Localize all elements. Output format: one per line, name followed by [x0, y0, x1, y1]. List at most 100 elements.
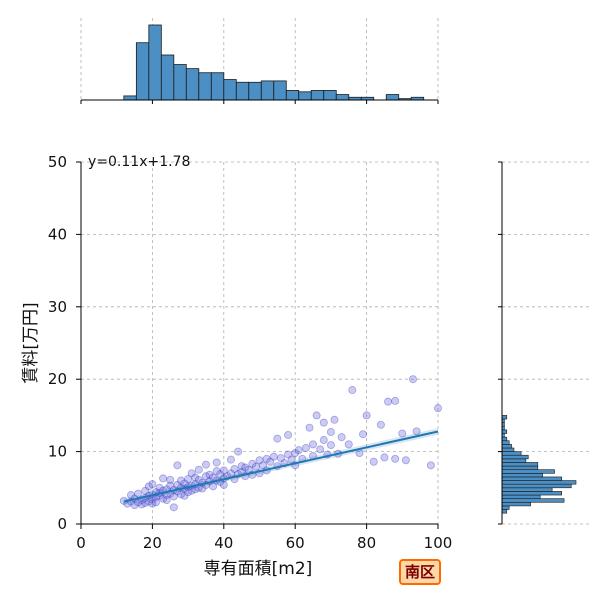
- scatter-point: [401, 456, 410, 465]
- scatter-point: [201, 472, 210, 481]
- scatter-point: [144, 482, 153, 491]
- scatter-point: [141, 499, 150, 508]
- scatter-point: [187, 469, 196, 478]
- regression-equation: y=0.11x+1.78: [88, 154, 190, 170]
- y-histogram-bar: [501, 458, 527, 463]
- x-tick-label: 0: [76, 534, 86, 552]
- x-marginal-histogram: [80, 18, 439, 104]
- x-histogram-bar: [285, 90, 300, 101]
- y-axis-label: 賃料[万円]: [21, 302, 41, 383]
- x-tick-label: 40: [214, 534, 233, 552]
- scatter-point: [251, 462, 260, 471]
- scatter-point: [301, 443, 310, 452]
- scatter-point: [433, 404, 442, 413]
- scatter-point: [130, 501, 139, 510]
- y-tick-label: 20: [48, 370, 67, 388]
- x-histogram-bar: [198, 72, 212, 101]
- scatter-point: [144, 497, 153, 506]
- scatter-point: [369, 457, 378, 466]
- x-histogram-bar: [335, 94, 350, 101]
- x-histogram-bar: [235, 81, 250, 101]
- y-tick-label: 30: [48, 298, 67, 316]
- y-histogram-bar: [501, 440, 510, 445]
- scatter-point: [326, 441, 335, 450]
- x-histogram-bar: [298, 91, 312, 101]
- scatter-point: [159, 494, 168, 503]
- scatter-point: [384, 397, 393, 406]
- scatter-point: [176, 476, 185, 485]
- x-histogram-bar: [273, 80, 287, 101]
- y-histogram-bar: [501, 429, 508, 434]
- y-marginal-histogram: [498, 161, 590, 525]
- scatter-point: [166, 481, 175, 490]
- scatter-point: [184, 475, 193, 484]
- scatter-point: [391, 396, 400, 405]
- scatter-point: [134, 489, 143, 498]
- scatter-point: [173, 480, 182, 489]
- x-histogram-bar: [173, 64, 187, 101]
- scatter-point: [201, 460, 210, 469]
- scatter-point: [291, 449, 300, 458]
- scatter-point: [212, 458, 221, 467]
- scatter-point: [262, 454, 271, 463]
- scatter-point: [284, 450, 293, 459]
- scatter-point: [148, 480, 157, 489]
- y-tick-label: 10: [48, 443, 67, 461]
- scatter-point: [155, 483, 164, 492]
- y-tick-label: 0: [57, 515, 67, 533]
- scatter-point: [184, 488, 193, 497]
- scatter-point: [312, 411, 321, 420]
- scatter-point: [241, 463, 250, 472]
- y-histogram-bar: [501, 487, 553, 492]
- scatter-point: [412, 427, 421, 436]
- y-histogram-bar: [501, 436, 508, 442]
- x-tick-label: 80: [357, 534, 376, 552]
- scatter-point: [216, 470, 225, 479]
- x-tick-label: 60: [286, 534, 305, 552]
- y-histogram-bar: [501, 462, 539, 467]
- x-histogram-bar: [123, 95, 137, 101]
- scatter-point: [409, 375, 418, 384]
- x-histogram-bar: [148, 24, 162, 101]
- district-badge: 南区: [399, 559, 441, 585]
- scatter-point: [151, 498, 160, 507]
- y-histogram-bar: [501, 465, 539, 470]
- joint-axes: 0 20 40 60 80 100 0 10 20 30 40 50: [48, 153, 452, 552]
- scatter-point: [234, 447, 243, 456]
- scatter-point: [398, 429, 407, 438]
- scatter-point: [380, 453, 389, 462]
- y-histogram-bar: [501, 451, 522, 456]
- x-tick-label: 20: [143, 534, 162, 552]
- scatter-point: [166, 475, 175, 484]
- scatter-point: [237, 462, 246, 471]
- y-histogram-bar: [501, 505, 510, 510]
- scatter-point: [259, 461, 268, 470]
- scatter-point: [326, 428, 335, 437]
- scatter-point: [173, 461, 182, 470]
- y-histogram-bar: [501, 469, 555, 474]
- x-tick-label: 100: [424, 534, 453, 552]
- regression-line-path: [123, 430, 439, 503]
- scatter-point: [226, 455, 235, 464]
- y-histogram-bar: [501, 473, 543, 478]
- scatter-point: [426, 461, 435, 470]
- x-axis-label: 専有面積[m2]: [204, 559, 313, 579]
- scatter-point: [180, 491, 189, 500]
- scatter-point: [205, 470, 214, 479]
- x-histogram-bar: [310, 90, 325, 101]
- x-histogram-bar: [385, 94, 400, 101]
- x-histogram-bar: [160, 54, 175, 101]
- y-histogram-bar: [501, 476, 562, 481]
- regression-line: [123, 428, 439, 505]
- scatter-point: [191, 473, 200, 482]
- y-histogram-bar: [501, 480, 577, 485]
- scatter-point: [276, 454, 285, 463]
- x-histogram-bar: [185, 68, 200, 101]
- scatter-point: [344, 440, 353, 449]
- scatter-point: [176, 490, 185, 499]
- scatter-point: [137, 500, 146, 509]
- scatter-point: [319, 418, 328, 427]
- scatter-point: [219, 480, 228, 489]
- x-histogram-bar: [260, 80, 275, 101]
